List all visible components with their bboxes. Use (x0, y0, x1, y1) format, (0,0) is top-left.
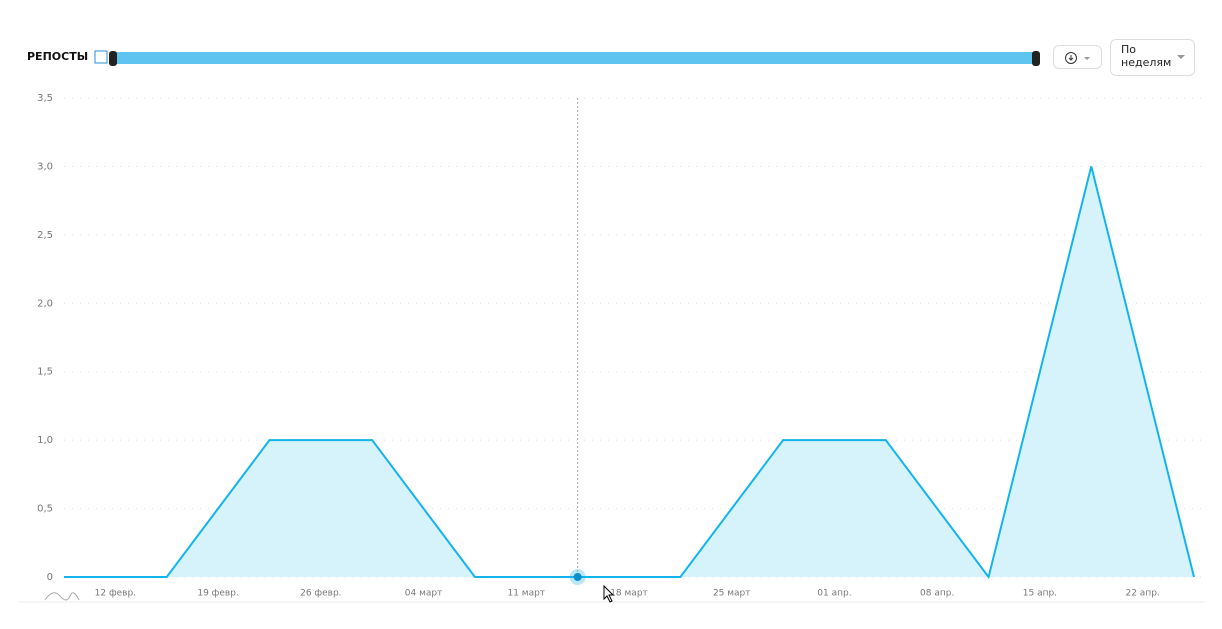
x-tick-label: 04 март (405, 589, 443, 599)
download-icon (1065, 52, 1090, 64)
x-tick-label: 26 февр. (300, 589, 341, 599)
y-tick-label: 2,0 (37, 298, 53, 309)
y-tick-label: 3,0 (37, 161, 53, 172)
x-tick-label: 22 апр. (1125, 589, 1159, 599)
x-tick-label: 18 март (610, 589, 648, 599)
caret (1177, 55, 1185, 59)
x-tick-label: 15 апр. (1023, 589, 1057, 599)
download-button[interactable] (1053, 45, 1102, 69)
period-label: По неделям (1121, 43, 1172, 69)
x-tick-label: 19 февр. (197, 589, 238, 599)
x-tick-label: 01 апр. (817, 589, 851, 599)
y-tick-label: 1,0 (37, 435, 53, 446)
hover-dot-core (573, 573, 582, 581)
y-tick-label: 0 (47, 572, 53, 583)
area (64, 166, 1194, 577)
open-icon[interactable] (94, 50, 108, 64)
slider-handle[interactable] (109, 51, 117, 66)
period-select[interactable]: По неделям (1110, 39, 1195, 76)
y-tick-label: 1,5 (37, 367, 53, 378)
range-slider[interactable] (112, 52, 1038, 64)
line (64, 166, 1195, 580)
y-tick-label: 3,5 (37, 93, 53, 104)
title: РЕПОСТЫ (27, 50, 89, 63)
y-tick-label: 0,5 (37, 504, 53, 515)
x-tick-label: 11 март (507, 589, 545, 599)
x-tick-label: 25 март (713, 589, 751, 599)
x-tick-label: 08 апр. (920, 589, 954, 599)
y-tick-label: 2,5 (37, 230, 53, 241)
slider-handle[interactable] (1032, 51, 1040, 66)
x-tick-label: 12 февр. (95, 589, 136, 599)
mini-chart-icon (44, 592, 80, 601)
